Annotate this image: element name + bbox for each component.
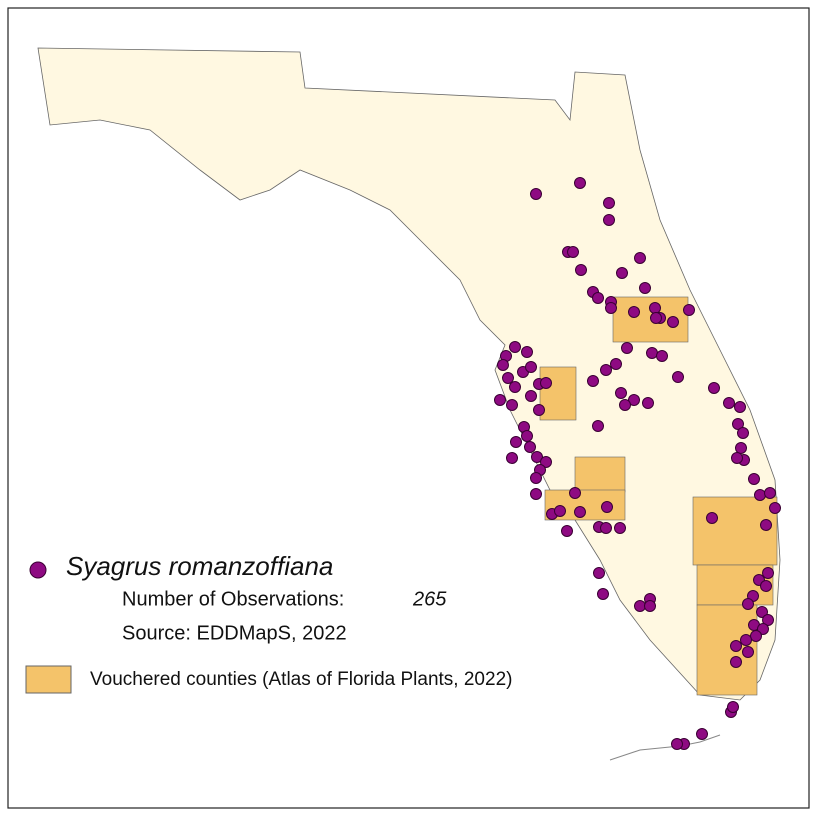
florida-outline (37, 47, 781, 701)
observation-point (497, 359, 509, 371)
observation-point (531, 451, 543, 463)
observation-point (510, 436, 522, 448)
observation-point (708, 382, 720, 394)
observation-point (530, 188, 542, 200)
observation-point (600, 522, 612, 534)
observation-point (567, 246, 579, 258)
observation-point (737, 427, 749, 439)
observation-point (603, 197, 615, 209)
observation-point (575, 264, 587, 276)
observation-point (656, 350, 668, 362)
observation-point (742, 598, 754, 610)
observation-point (734, 401, 746, 413)
observation-point (587, 375, 599, 387)
observation-point (723, 397, 735, 409)
species-name: Syagrus romanzoffiana (66, 551, 333, 581)
observation-point (683, 304, 695, 316)
observation-point (597, 588, 609, 600)
observation-point (639, 282, 651, 294)
observation-point (735, 442, 747, 454)
observation-point (748, 473, 760, 485)
observation-point (554, 505, 566, 517)
vouchered-swatch (25, 665, 72, 694)
source: Source: EDDMapS, 2022 (122, 622, 347, 644)
observation-point (525, 390, 537, 402)
observation-point (757, 623, 769, 635)
observation-point (574, 177, 586, 189)
observation-point (646, 347, 658, 359)
observation-point (754, 489, 766, 501)
observation-points (494, 177, 781, 750)
observation-point (600, 364, 612, 376)
vouchered-label: Vouchered counties (Atlas of Florida Pla… (90, 669, 512, 690)
observation-point (525, 361, 537, 373)
observation-point (509, 341, 521, 353)
observation-point (509, 381, 521, 393)
vouchered-counties (539, 296, 778, 696)
observation-point (530, 472, 542, 484)
observation-point (649, 302, 661, 314)
observation-point (740, 634, 752, 646)
observation-point (706, 512, 718, 524)
legend-point-symbol (29, 561, 47, 579)
observation-point (605, 302, 617, 314)
observations-count: 265 (412, 588, 447, 610)
observation-point (561, 525, 573, 537)
observation-point (760, 580, 772, 592)
observation-point (769, 502, 781, 514)
observation-point (672, 371, 684, 383)
observation-point (533, 404, 545, 416)
observation-point (610, 358, 622, 370)
observation-point (762, 614, 774, 626)
observation-point (762, 567, 774, 579)
observation-point (628, 394, 640, 406)
observation-point (764, 487, 776, 499)
observation-point (569, 487, 581, 499)
observation-point (615, 387, 627, 399)
observation-point (742, 646, 754, 658)
observations-label: Number of Observations: (122, 588, 344, 610)
observation-point (530, 488, 542, 500)
observation-point (696, 728, 708, 740)
observation-point (750, 630, 762, 642)
observation-point (667, 316, 679, 328)
observation-point (614, 522, 626, 534)
observation-point (502, 372, 514, 384)
observation-point (634, 252, 646, 264)
observation-point (524, 441, 536, 453)
observation-point (730, 640, 742, 652)
observation-point (619, 399, 631, 411)
observation-point (540, 377, 552, 389)
observation-point (616, 267, 628, 279)
observation-point (634, 600, 646, 612)
observation-point (593, 567, 605, 579)
observation-point (727, 701, 739, 713)
observation-point (628, 306, 640, 318)
observation-point (506, 399, 518, 411)
observation-point (521, 346, 533, 358)
observation-point (601, 501, 613, 513)
observation-point (592, 292, 604, 304)
observation-point (540, 456, 552, 468)
observation-point (644, 600, 656, 612)
observation-point (603, 214, 615, 226)
observation-point (642, 397, 654, 409)
observation-point (732, 418, 744, 430)
observation-point (730, 656, 742, 668)
observation-point (731, 452, 743, 464)
observation-point (506, 452, 518, 464)
observation-point (650, 312, 662, 324)
observation-point (574, 506, 586, 518)
observation-point (756, 606, 768, 618)
observation-point (671, 738, 683, 750)
observation-point (621, 342, 633, 354)
observation-point (592, 420, 604, 432)
observation-point (521, 430, 533, 442)
observation-point (494, 394, 506, 406)
observation-point (760, 519, 772, 531)
